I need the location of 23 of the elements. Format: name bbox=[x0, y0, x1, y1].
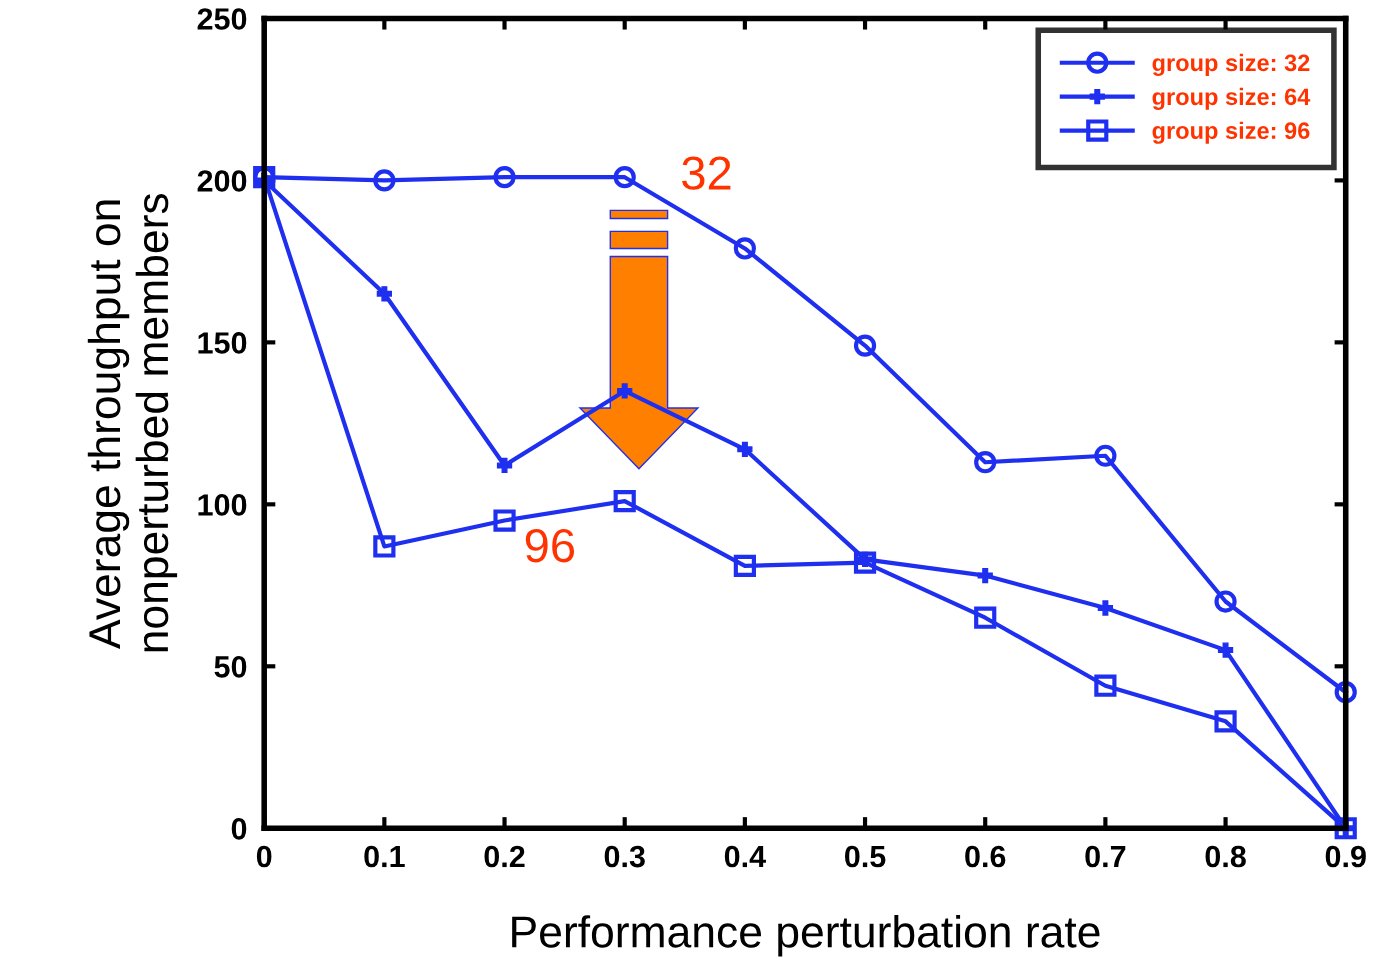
y-axis-title: Average throughput on nonperturbed members bbox=[87, 193, 178, 652]
annotation: 96 bbox=[525, 528, 575, 563]
x-tick-label: 0.7 bbox=[1085, 845, 1126, 868]
y-tick-label: 200 bbox=[197, 170, 247, 192]
x-tick-label: 0 bbox=[256, 845, 272, 868]
x-tick-label: 0.1 bbox=[364, 845, 405, 868]
x-tick-label: 0.5 bbox=[845, 845, 886, 868]
y-tick-label: 0 bbox=[231, 818, 247, 840]
x-tick-label: 0.9 bbox=[1325, 845, 1366, 868]
y-tick-label: 50 bbox=[214, 656, 247, 678]
legend-label: group size: 64 bbox=[1152, 87, 1311, 110]
legend-label: group size: 96 bbox=[1152, 121, 1310, 144]
y-tick-label: 100 bbox=[198, 494, 247, 516]
annotation: 32 bbox=[682, 156, 731, 190]
x-tick-label: 0.3 bbox=[604, 845, 645, 868]
x-tick-label: 0.4 bbox=[724, 845, 766, 868]
y-tick-label: 150 bbox=[198, 332, 247, 354]
x-tick-label: 0.2 bbox=[484, 845, 525, 868]
x-tick-label: 0.8 bbox=[1205, 845, 1246, 868]
x-axis-title: Performance perturbation rate bbox=[512, 915, 1100, 957]
y-tick-label: 250 bbox=[197, 8, 247, 30]
x-tick-label: 0.6 bbox=[965, 845, 1006, 868]
legend-label: group size: 32 bbox=[1152, 53, 1310, 76]
